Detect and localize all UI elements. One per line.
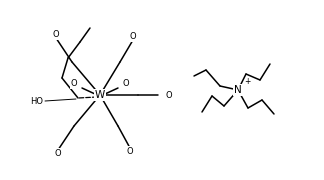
Text: O: O xyxy=(130,32,136,41)
Text: N: N xyxy=(234,85,242,95)
Text: O: O xyxy=(127,147,133,156)
Text: O: O xyxy=(71,80,77,89)
Text: W: W xyxy=(95,90,105,100)
Text: O: O xyxy=(123,80,129,89)
Text: O: O xyxy=(53,30,59,39)
Text: O: O xyxy=(165,91,172,100)
Text: O: O xyxy=(55,149,61,158)
Text: +: + xyxy=(244,78,250,87)
Text: HO: HO xyxy=(30,96,43,105)
